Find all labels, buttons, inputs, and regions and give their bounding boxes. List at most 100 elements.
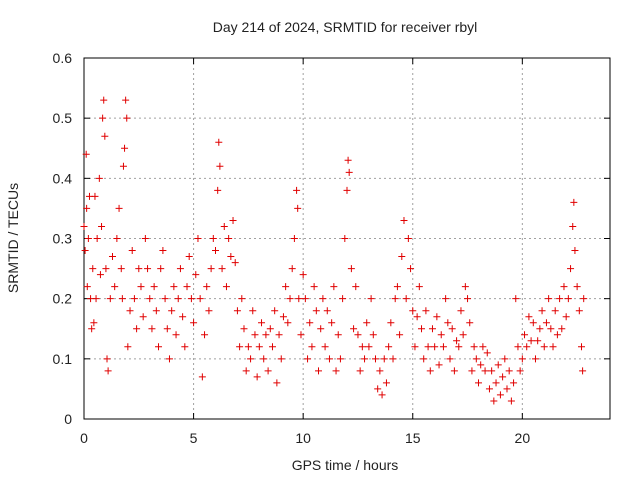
data-point <box>209 235 217 242</box>
data-point <box>82 150 90 158</box>
data-point <box>123 114 131 122</box>
x-axis-label: GPS time / hours <box>292 457 399 473</box>
data-point <box>273 379 281 387</box>
data-point <box>321 343 329 351</box>
data-point <box>439 343 447 351</box>
data-point <box>102 265 110 273</box>
data-point <box>214 186 222 194</box>
data-point <box>88 325 96 333</box>
data-point <box>418 325 426 333</box>
data-point <box>133 325 141 333</box>
data-point <box>361 355 369 363</box>
data-point <box>570 198 578 206</box>
data-points <box>80 96 588 405</box>
y-axis-label: SRMTID / TECUs <box>5 183 21 293</box>
data-point <box>453 337 461 345</box>
data-point <box>179 313 187 321</box>
data-point <box>369 331 377 339</box>
data-point <box>553 331 561 339</box>
data-point <box>409 307 417 315</box>
data-point <box>323 307 331 315</box>
data-point <box>580 295 588 303</box>
data-point <box>293 186 301 194</box>
data-point <box>317 325 325 333</box>
data-point <box>187 295 195 303</box>
data-point <box>538 307 546 315</box>
x-tick-label: 15 <box>405 430 421 446</box>
data-point <box>404 235 412 242</box>
data-point <box>194 235 202 242</box>
data-point <box>363 319 371 327</box>
data-point <box>315 367 323 375</box>
data-point <box>122 96 130 104</box>
data-point <box>218 265 226 273</box>
data-point <box>251 331 259 339</box>
x-tick-label: 20 <box>515 430 531 446</box>
data-point <box>299 271 307 279</box>
data-point <box>393 283 401 291</box>
data-point <box>150 283 158 291</box>
x-tick-label: 0 <box>80 430 88 446</box>
data-point <box>371 355 379 363</box>
data-point <box>365 343 373 351</box>
data-point <box>84 235 92 242</box>
axis-ticks: 0 0.1 0.2 0.3 0.4 0.5 0.6 0 5 10 15 20 <box>53 50 610 446</box>
data-point <box>101 132 109 140</box>
data-point <box>496 391 504 399</box>
y-tick-label: 0 <box>64 411 72 427</box>
data-point <box>288 265 296 273</box>
data-point <box>83 283 91 291</box>
data-point <box>113 235 121 242</box>
data-point <box>477 361 485 369</box>
data-point <box>558 325 566 333</box>
data-point <box>159 247 167 255</box>
data-point <box>319 295 327 303</box>
data-point <box>172 331 180 339</box>
data-point <box>286 295 294 303</box>
data-point <box>275 331 283 339</box>
data-point <box>571 247 579 255</box>
data-point <box>260 355 268 363</box>
data-point <box>431 343 439 351</box>
data-point <box>255 343 263 351</box>
data-point <box>168 307 176 315</box>
data-point <box>297 331 305 339</box>
data-point <box>459 331 467 339</box>
data-point <box>472 355 480 363</box>
data-point <box>516 367 524 375</box>
data-point <box>100 96 108 104</box>
data-point <box>461 283 469 291</box>
data-point <box>231 259 239 267</box>
data-point <box>295 295 303 303</box>
data-point <box>225 235 233 242</box>
data-point <box>81 247 89 255</box>
data-point <box>90 319 98 327</box>
data-point <box>181 343 189 351</box>
data-point <box>99 114 107 122</box>
data-point <box>391 295 399 303</box>
data-point <box>374 385 382 393</box>
data-point <box>92 295 100 303</box>
data-point <box>389 355 397 363</box>
data-point <box>411 343 419 351</box>
data-point <box>485 385 493 393</box>
y-tick-label: 0.1 <box>53 351 73 367</box>
data-point <box>367 295 375 303</box>
data-point <box>192 271 200 279</box>
data-point <box>396 331 404 339</box>
data-point <box>196 295 204 303</box>
data-point <box>264 367 272 375</box>
data-point <box>531 355 539 363</box>
data-point <box>468 367 476 375</box>
data-point <box>512 295 520 303</box>
data-point <box>490 397 498 405</box>
data-point <box>481 367 489 375</box>
data-point <box>325 355 333 363</box>
data-point <box>345 168 353 176</box>
data-point <box>433 313 441 321</box>
data-point <box>507 397 515 405</box>
data-point <box>413 313 421 321</box>
data-point <box>339 295 347 303</box>
data-point <box>336 355 344 363</box>
